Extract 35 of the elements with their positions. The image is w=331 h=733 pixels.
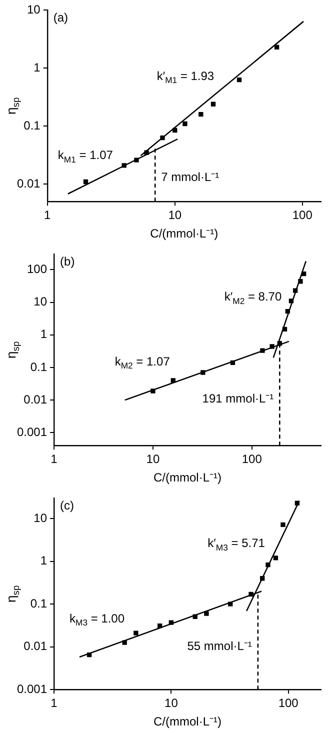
y-tick-label: 0.01 (16, 176, 41, 190)
y-tick-label: 0.001 (17, 682, 48, 696)
annotation: 7 mmol·L⁻¹ (161, 170, 220, 184)
x-tick-label: 10 (164, 696, 178, 710)
x-tick-label: 100 (292, 208, 313, 222)
y-tick-label: 10 (34, 510, 48, 525)
y-tick-label: 10 (26, 2, 41, 17)
y-tick-label: 0.1 (30, 596, 48, 610)
y-tick-label: 0.001 (17, 424, 48, 439)
x-axis-title: C/(mmol·L⁻¹) (150, 226, 218, 240)
x-tick-label: 100 (278, 696, 299, 710)
y-tick-label: 10 (34, 294, 48, 309)
x-tick-label: 1 (50, 696, 58, 710)
y-axis-title: ηsp (4, 97, 22, 114)
y-tick-label: 0.01 (24, 392, 48, 406)
x-axis-title: C/(mmol·L⁻¹) (154, 470, 222, 484)
y-tick-label: 0.1 (24, 118, 41, 132)
x-tick-label: 1 (50, 452, 58, 466)
y-axis-title: ηsp (4, 341, 22, 358)
y-tick-label: 1 (40, 554, 48, 568)
x-axis-title: C/(mmol·L⁻¹) (154, 714, 222, 728)
y-tick-label: 100 (27, 262, 48, 276)
x-tick-label: 10 (146, 452, 160, 466)
y-tick-label: 1 (34, 60, 41, 74)
annotation: (c) (60, 498, 74, 513)
annotation: (b) (60, 254, 75, 269)
y-tick-label: 0.01 (24, 639, 48, 654)
y-axis-title: ηsp (4, 585, 22, 602)
x-tick-label: 10 (168, 208, 182, 222)
x-tick-label: 100 (242, 452, 262, 466)
annotation: (a) (53, 10, 68, 25)
y-tick-label: 0.1 (30, 360, 48, 374)
annotation: 191 mmol·L⁻¹ (202, 391, 274, 406)
annotation: 55 mmol·L⁻¹ (187, 639, 252, 654)
y-tick-label: 1 (40, 327, 48, 342)
